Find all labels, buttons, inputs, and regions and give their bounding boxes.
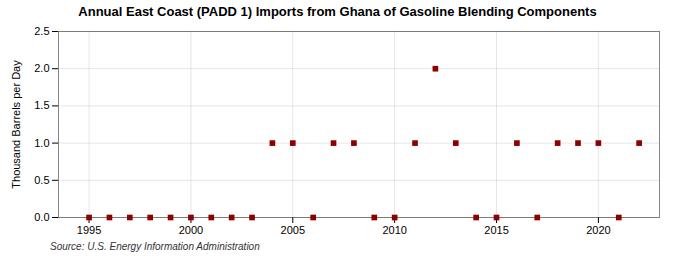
svg-text:2.5: 2.5 (34, 25, 49, 37)
html-text:Source: U.S. Energy Informatio: Source: U.S. Energy Information Administ… (50, 241, 260, 252)
svg-text:0.5: 0.5 (34, 174, 49, 186)
svg-text:2010: 2010 (382, 224, 406, 236)
svg-text:1.0: 1.0 (34, 137, 49, 149)
svg-text:2000: 2000 (179, 224, 203, 236)
svg-text:2020: 2020 (586, 224, 610, 236)
svg-text:2005: 2005 (281, 224, 305, 236)
html-text:Annual East Coast (PADD 1) Imp: Annual East Coast (PADD 1) Imports from … (78, 4, 597, 19)
svg-text:0.0: 0.0 (34, 211, 49, 223)
svg-text:1.5: 1.5 (34, 99, 49, 111)
svg-text:Thousand Barrels per Day: Thousand Barrels per Day (10, 60, 22, 189)
svg-text:2015: 2015 (484, 224, 508, 236)
svg-text:1995: 1995 (77, 224, 101, 236)
svg-text:2.0: 2.0 (34, 62, 49, 74)
